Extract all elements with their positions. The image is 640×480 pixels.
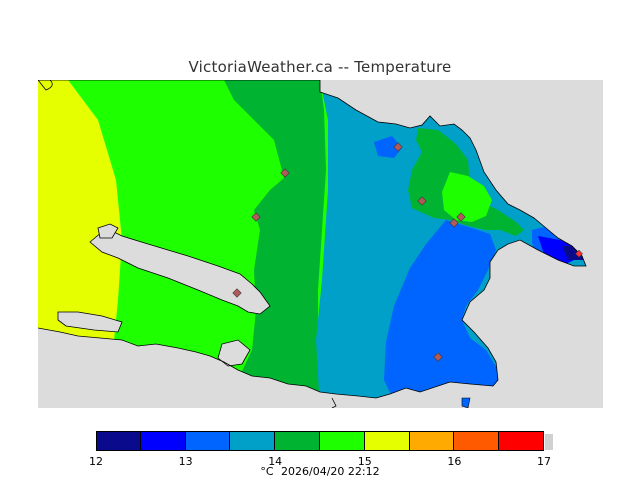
page-title: VictoriaWeather.ca -- Temperature [188,58,452,76]
temperature-map [38,80,603,408]
islet [461,397,471,408]
scale-tick-label: 13 [178,455,193,468]
scale-swatch [409,431,455,451]
color-scale [96,431,553,451]
scale-swatch [454,431,500,451]
scale-swatch [185,431,231,451]
scale-tick-label: 12 [89,455,103,468]
inlet-harbour [217,339,251,367]
station-marker[interactable] [575,249,583,258]
station-marker[interactable] [449,218,459,228]
station-marker[interactable] [393,142,403,152]
scale-swatch [364,431,410,451]
coast-nw [38,80,53,91]
coast-spit [331,397,337,408]
inlet-west [97,223,119,239]
contour-band-13-5 [384,220,498,398]
scale-tick-label: 17 [537,455,551,468]
scale-swatch [320,431,365,451]
scale-swatch [275,431,320,451]
contour-band-14-5 [224,80,326,398]
timestamp: 2026/04/20 22:12 [281,465,380,478]
scale-swatch [140,431,186,451]
station-marker[interactable] [232,288,242,298]
station-marker[interactable] [417,196,427,206]
unit-label: °C [260,465,274,478]
scale-swatch [499,431,544,451]
station-marker[interactable] [251,212,261,222]
weather-stations [232,142,583,362]
inlet-gorge [89,229,271,315]
scale-caption: °C 2026/04/20 22:12 [0,465,640,478]
scale-tick-label: 15 [357,455,372,468]
contour-band-15-5 [38,80,122,340]
coastline [38,80,587,399]
scale-swatch [96,431,141,451]
station-marker[interactable] [456,212,466,222]
contour-band-13-5-north [374,136,402,158]
scale-tick-label: 16 [447,455,462,468]
station-marker[interactable] [433,352,443,362]
contour-band-15-east [442,172,492,222]
station-marker[interactable] [280,168,290,178]
scale-tick-label: 14 [268,455,283,468]
inlet-south [57,311,123,333]
scale-tail [545,434,553,450]
inlets [57,223,271,367]
scale-swatch [230,431,276,451]
